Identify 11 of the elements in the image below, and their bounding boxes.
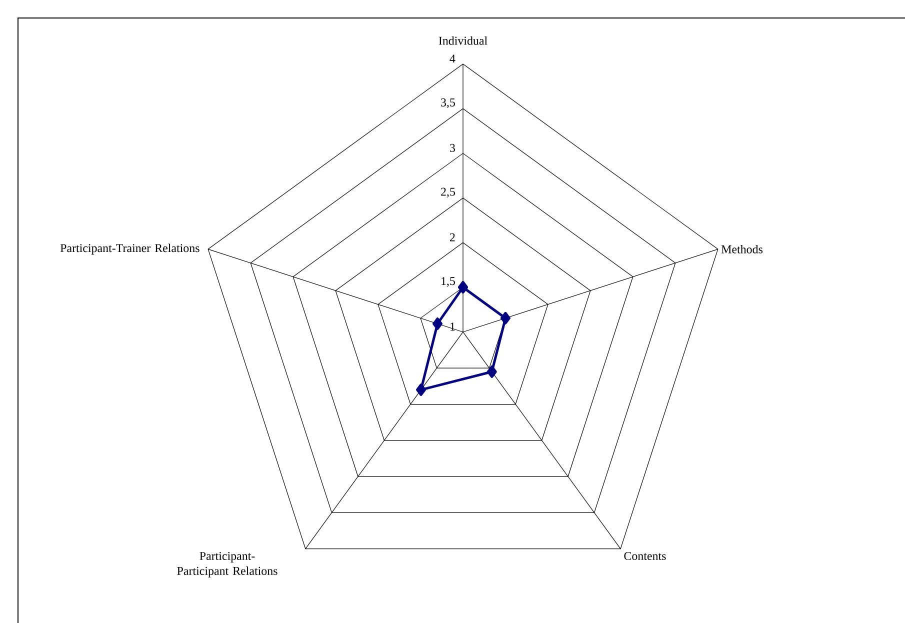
y-tick-label: 3 <box>450 144 455 152</box>
spoke-label: Participant-Trainer Relations <box>60 244 200 255</box>
y-tick-label: 3,5 <box>441 98 455 108</box>
y-tick-label: 2,5 <box>441 188 455 198</box>
spoke-label: Individual <box>438 36 488 45</box>
spoke-label: Methods <box>721 244 763 254</box>
spoke-label: Contents <box>624 552 666 560</box>
spoke-label: Participant-Participant Relations <box>177 552 278 578</box>
y-tick-label: 4 <box>450 54 456 63</box>
y-tick-label: 1,5 <box>442 277 455 287</box>
y-tick-label: 2 <box>450 233 455 242</box>
